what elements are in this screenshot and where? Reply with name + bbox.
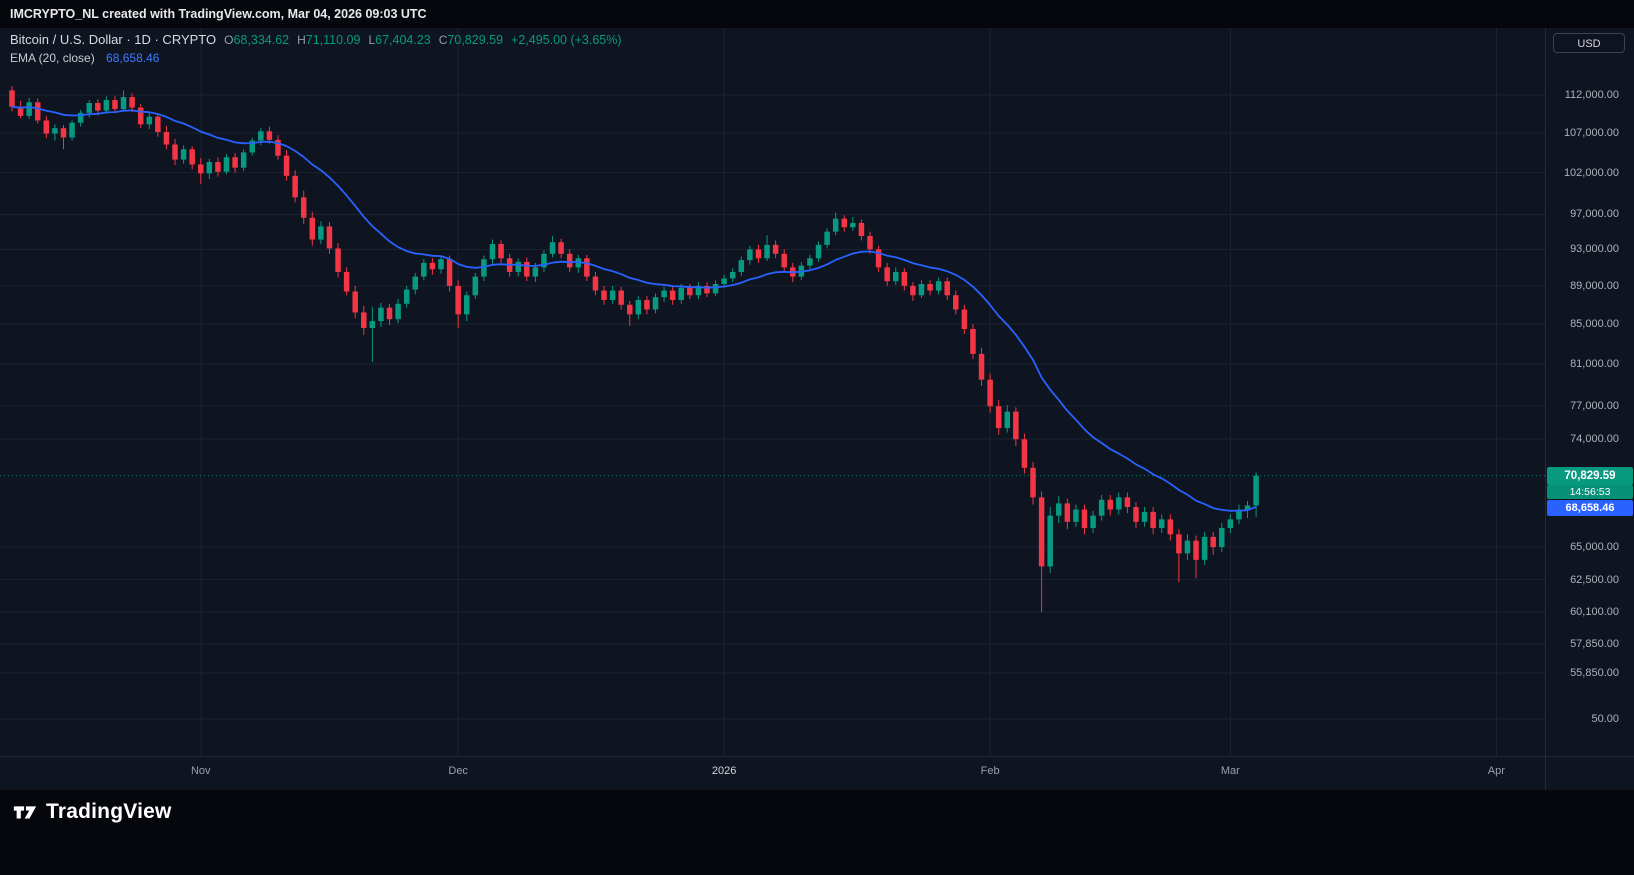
legend-row-symbol: Bitcoin / U.S. Dollar · 1D · CRYPTO O68,… <box>10 32 622 47</box>
ema-value-badge: 68,658.46 <box>1547 499 1633 516</box>
price-tick-label: 112,000.00 <box>1564 88 1619 101</box>
price-axis[interactable]: USD 70,829.59 14:56:53 68,658.46 112,000… <box>1545 28 1634 790</box>
time-tick-label: Dec <box>448 765 468 777</box>
currency-button[interactable]: USD <box>1553 33 1625 53</box>
ohlc-open: O68,334.62 <box>224 33 290 47</box>
price-tick-label: 89,000.00 <box>1570 279 1619 292</box>
time-tick-label: Apr <box>1487 765 1505 777</box>
price-tick-label: 97,000.00 <box>1570 208 1619 221</box>
price-tick-label: 74,000.00 <box>1570 433 1619 446</box>
ohlc-low: L67,404.23 <box>368 33 431 47</box>
ema-legend-value: 68,658.46 <box>106 51 160 65</box>
candlestick-chart[interactable] <box>0 28 1545 756</box>
tradingview-logo-icon <box>13 806 37 819</box>
price-tick-label: 85,000.00 <box>1570 318 1619 331</box>
price-tick-label: 81,000.00 <box>1570 358 1619 371</box>
price-tick-label: 102,000.00 <box>1563 166 1619 179</box>
price-tick-label: 62,500.00 <box>1570 573 1619 586</box>
symbol-title: Bitcoin / U.S. Dollar · 1D · CRYPTO <box>10 32 217 47</box>
screenshot-header: IMCRYPTO_NL created with TradingView.com… <box>0 0 1634 28</box>
price-tick-label: 65,000.00 <box>1570 541 1619 553</box>
price-tick-label: 60,100.00 <box>1570 606 1619 619</box>
time-tick-label: Feb <box>980 765 1000 777</box>
time-tick-label: Mar <box>1220 765 1240 777</box>
price-tick-label: 77,000.00 <box>1570 400 1619 413</box>
footer: TradingView <box>0 790 1634 875</box>
price-tick-label: 50.00 <box>1591 713 1619 725</box>
ohlc-high: H71,110.09 <box>297 33 361 47</box>
screenshot-title: IMCRYPTO_NL created with TradingView.com… <box>10 7 427 21</box>
time-tick-label: 2026 <box>711 765 737 777</box>
price-tick-label: 93,000.00 <box>1570 243 1619 256</box>
tradingview-logo[interactable]: TradingView <box>0 790 212 825</box>
tradingview-wordmark: TradingView <box>46 800 172 823</box>
price-tick-label: 57,850.00 <box>1570 637 1619 650</box>
price-change: +2,495.00 (+3.65%) <box>511 33 622 47</box>
ema-legend-label: EMA (20, close) <box>10 51 95 65</box>
last-price-badge: 70,829.59 <box>1547 466 1633 485</box>
price-tick-label: 55,850.00 <box>1570 667 1619 680</box>
time-axis[interactable]: Nov Dec 2026 Feb Mar Apr <box>0 756 1634 790</box>
legend-row-ema: EMA (20, close) 68,658.46 <box>10 51 622 65</box>
chart-area: Bitcoin / U.S. Dollar · 1D · CRYPTO O68,… <box>0 28 1634 790</box>
legend: Bitcoin / U.S. Dollar · 1D · CRYPTO O68,… <box>10 32 622 65</box>
price-tick-label: 107,000.00 <box>1563 126 1619 139</box>
countdown-badge: 14:56:53 <box>1547 484 1633 499</box>
time-tick-label: Nov <box>190 765 211 777</box>
ohlc-close: C70,829.59 <box>438 33 504 47</box>
